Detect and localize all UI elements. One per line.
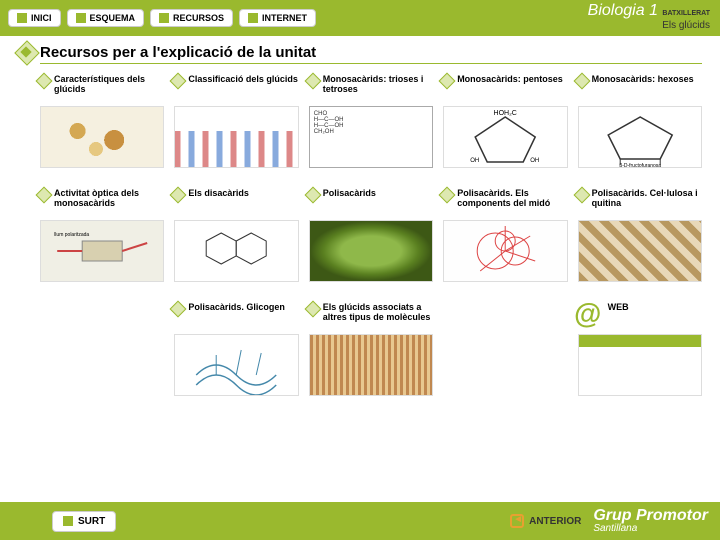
surt-label: SURT	[78, 516, 105, 527]
card-title: Polisacàrids. Glicogen	[174, 302, 298, 330]
internet-button[interactable]: INTERNET	[239, 9, 316, 27]
thumb-web-icon	[578, 334, 702, 396]
thumb-chart-icon	[174, 106, 298, 168]
card-altres-molecules[interactable]: Els glúcids associats a altres tipus de …	[309, 302, 433, 396]
esquema-button[interactable]: ESQUEMA	[67, 9, 145, 27]
thumb-other-molecules-icon	[309, 334, 433, 396]
thumb-cellulose-icon	[578, 220, 702, 282]
thumb-molecule-icon: HOH₂C OH OH	[443, 106, 567, 168]
card-trioses[interactable]: Monosacàrids: trioses i tetroses CHOH—C—…	[309, 74, 433, 168]
svg-text:HOH₂C: HOH₂C	[494, 110, 517, 117]
card-web[interactable]: @ WEB	[578, 302, 702, 396]
card-title: Polisacàrids. Els components del midó	[443, 188, 567, 216]
thumb-formula-icon: CHOH—C—OHH—C—OHCH₂OH	[309, 106, 433, 168]
card-title: Característiques dels glúcids	[40, 74, 164, 102]
publisher-block: Grup Promotor Santillana	[593, 508, 708, 534]
card-mido[interactable]: Polisacàrids. Els components del midó	[443, 188, 567, 282]
card-disacarids[interactable]: Els disacàrids	[174, 188, 298, 282]
arrow-left-icon	[510, 514, 524, 528]
card-hexoses[interactable]: Monosacàrids: hexoses β-D-fructofuranosa	[578, 74, 702, 168]
card-title: Activitat òptica dels monosacàrids	[40, 188, 164, 216]
thumb-disaccharide-icon	[174, 220, 298, 282]
card-polisacarids[interactable]: Polisacàrids	[309, 188, 433, 282]
svg-text:β-D-fructofuranosa: β-D-fructofuranosa	[619, 163, 661, 167]
brand-level: BATXILLERAT	[662, 10, 710, 17]
recursos-button[interactable]: RECURSOS	[150, 9, 233, 27]
brand-num: 1	[649, 2, 658, 19]
footer-bar: SURT ANTERIOR Grup Promotor Santillana	[0, 502, 720, 540]
brand-block: Biologia 1 BATXILLERAT Els glúcids	[588, 2, 710, 31]
svg-text:llum polaritzada: llum polaritzada	[54, 232, 89, 238]
thumb-molecule-icon: β-D-fructofuranosa	[578, 106, 702, 168]
section-title: Recursos per a l'explicació de la unitat	[40, 44, 702, 64]
card-activitat-optica[interactable]: Activitat òptica dels monosacàrids llum …	[40, 188, 164, 282]
brand-topic: Els glúcids	[588, 20, 710, 31]
esquema-label: ESQUEMA	[90, 13, 136, 23]
card-title: Monosacàrids: trioses i tetroses	[309, 74, 433, 102]
thumb-optical-icon: llum polaritzada	[40, 220, 164, 282]
thumb-cell-icon	[309, 220, 433, 282]
main-content: Recursos per a l'explicació de la unitat…	[0, 36, 720, 396]
card-title: Monosacàrids: pentoses	[443, 74, 567, 102]
card-pentoses[interactable]: Monosacàrids: pentoses HOH₂C OH OH	[443, 74, 567, 168]
publisher-main: Grup Promotor	[593, 508, 708, 524]
svg-text:OH: OH	[470, 158, 479, 164]
brand-title: Biologia	[588, 2, 645, 19]
anterior-label: ANTERIOR	[529, 516, 581, 527]
internet-label: INTERNET	[262, 13, 307, 23]
svg-text:OH: OH	[530, 158, 539, 164]
card-title: Monosacàrids: hexoses	[578, 74, 702, 102]
thumb-glycogen-icon	[174, 334, 298, 396]
thumb-components-icon	[443, 220, 567, 282]
surt-button[interactable]: SURT	[52, 511, 116, 532]
card-caracteristiques[interactable]: Característiques dels glúcids	[40, 74, 164, 168]
card-title: Classificació dels glúcids	[174, 74, 298, 102]
card-title: Els disacàrids	[174, 188, 298, 216]
card-classificacio[interactable]: Classificació dels glúcids	[174, 74, 298, 168]
card-title: Polisacàrids. Cel·lulosa i quitina	[578, 188, 702, 216]
card-title: WEB	[578, 302, 702, 330]
card-cellulosa[interactable]: Polisacàrids. Cel·lulosa i quitina	[578, 188, 702, 282]
inici-label: INICI	[31, 13, 52, 23]
publisher-sub: Santillana	[593, 524, 708, 534]
anterior-button[interactable]: ANTERIOR	[510, 514, 581, 528]
card-title: Polisacàrids	[309, 188, 433, 216]
thumb-food-icon	[40, 106, 164, 168]
resource-grid: Característiques dels glúcids Classifica…	[40, 74, 702, 396]
card-glicogen[interactable]: Polisacàrids. Glicogen	[174, 302, 298, 396]
card-title: Els glúcids associats a altres tipus de …	[309, 302, 433, 330]
inici-button[interactable]: INICI	[8, 9, 61, 27]
top-navbar: INICI ESQUEMA RECURSOS INTERNET Biologia…	[0, 0, 720, 36]
recursos-label: RECURSOS	[173, 13, 224, 23]
